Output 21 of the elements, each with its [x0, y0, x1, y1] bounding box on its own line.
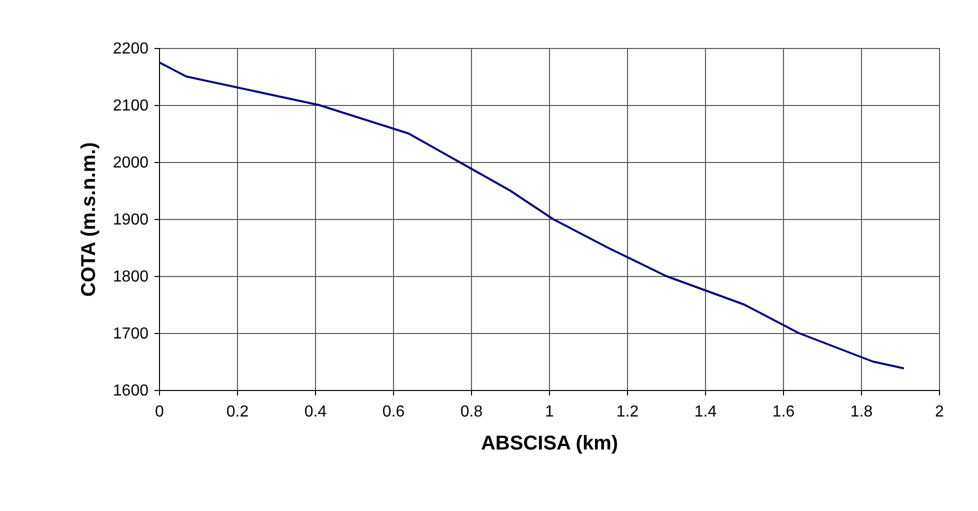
- x-tick-label: 0: [155, 404, 164, 420]
- x-tick-label: 0.2: [226, 404, 249, 420]
- y-tick-label: 1600: [112, 382, 149, 400]
- x-tick-label: 1.2: [616, 404, 639, 420]
- x-tick-label: 2: [935, 404, 944, 420]
- y-tick-label: 1800: [112, 268, 149, 286]
- y-axis-title: COTA (m.s.n.m.): [78, 142, 100, 297]
- x-tick-label: 1.8: [850, 404, 873, 420]
- y-tick-label: 2000: [112, 154, 149, 172]
- y-tick-label: 1900: [112, 212, 149, 228]
- y-tick-label: 2100: [112, 98, 149, 114]
- x-tick-label: 0.6: [382, 404, 405, 420]
- x-tick-label: 1.6: [772, 404, 795, 420]
- x-tick-label: 0.8: [460, 404, 483, 420]
- x-axis-title: ABSCISA (km): [480, 432, 618, 454]
- y-tick-label: 1700: [112, 326, 149, 342]
- x-tick-label: 1: [545, 404, 554, 420]
- x-tick-label: 1.4: [694, 404, 717, 420]
- x-tick-label: 0.4: [304, 404, 327, 420]
- line-series: [159, 61, 905, 370]
- y-tick-label: 2200: [112, 40, 149, 58]
